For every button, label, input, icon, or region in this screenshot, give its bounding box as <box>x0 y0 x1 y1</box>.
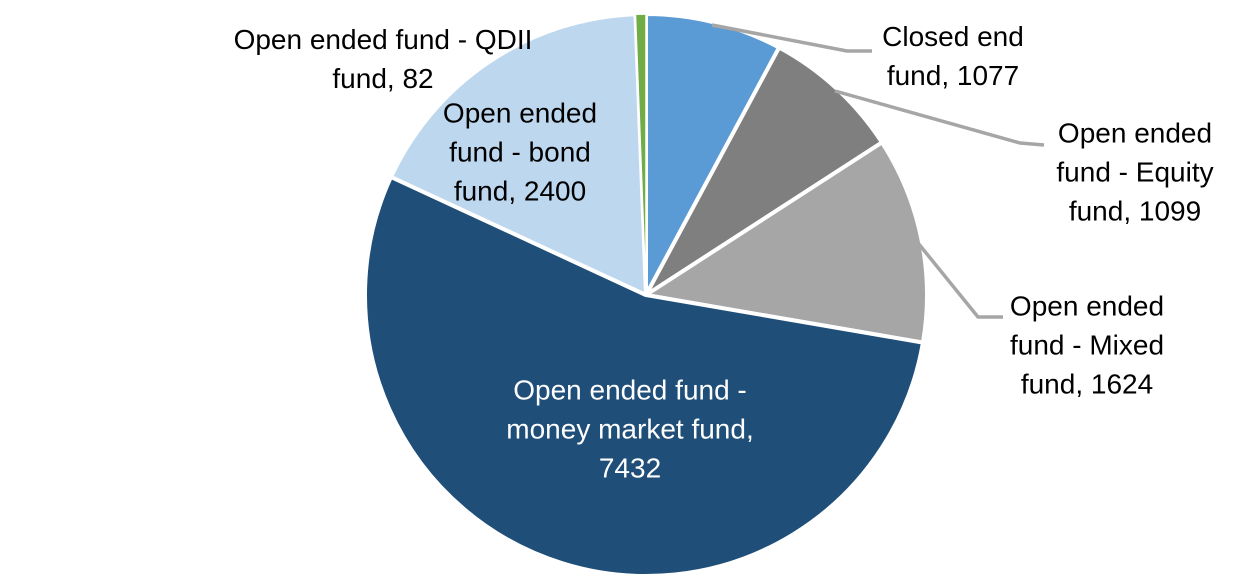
pie-slice-money-market-fund <box>363 174 925 578</box>
pie-slice-equity-fund <box>644 45 884 297</box>
leader-line-closed-end-fund <box>711 23 872 53</box>
leader-line-mixed-fund <box>916 241 1003 319</box>
leader-line-equity-fund <box>834 89 1045 147</box>
pie-slice-qdii-fund <box>634 13 647 296</box>
pie-slice-closed-end-fund <box>644 12 782 297</box>
pie-slice-bond-fund <box>389 12 648 297</box>
pie-slice-mixed-fund <box>644 140 929 345</box>
